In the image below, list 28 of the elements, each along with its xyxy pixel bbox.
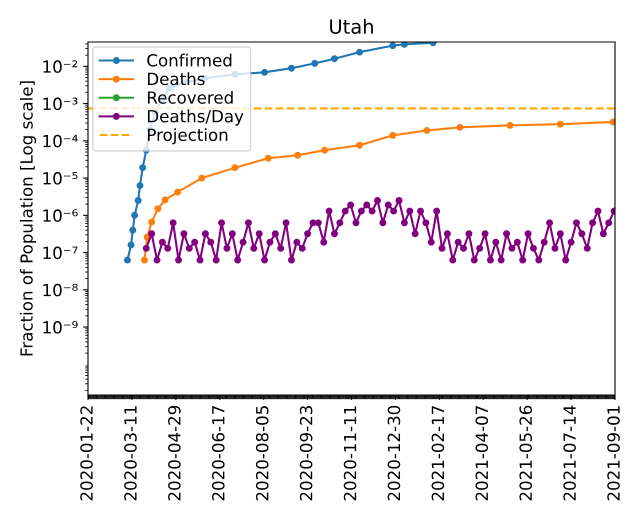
x-tick-label: 2020-12-30: [388, 406, 400, 500]
x-tick-label: 2021-05-26: [519, 406, 532, 500]
legend-label: Recovered: [148, 90, 233, 104]
x-tick-label: 2020-01-22: [80, 406, 93, 500]
x-tick-label: 2021-02-17: [432, 406, 444, 500]
legend-label: Confirmed: [147, 54, 232, 67]
y-axis-title: Fraction of Population [Log scale]: [20, 81, 36, 356]
x-tick-label: 2021-09-01: [607, 406, 620, 500]
y-tick-label: 10⁻³: [43, 98, 78, 110]
x-tick-label: 2020-03-11: [124, 406, 137, 500]
x-tick-label: 2020-09-23: [300, 406, 312, 500]
y-tick-label: 10⁻⁶: [43, 209, 78, 222]
x-tick-label: 2021-07-14: [563, 406, 576, 500]
y-tick-label: 10⁻⁷: [43, 246, 78, 260]
x-tick-label: 2021-04-07: [475, 406, 488, 500]
x-tick-label: 2020-04-29: [168, 406, 181, 500]
y-tick-label: 10⁻⁹: [43, 321, 78, 334]
chart-title: Utah: [330, 18, 373, 34]
legend-label: Projection: [148, 128, 228, 144]
x-tick-label: 2020-08-05: [256, 406, 269, 500]
legend-label: Deaths: [148, 72, 205, 86]
x-tick-label: 2020-11-11: [344, 406, 356, 500]
y-tick-label: 10⁻⁵: [43, 172, 78, 185]
y-tick-label: 10⁻²: [43, 60, 78, 73]
y-tick-label: 10⁻⁴: [43, 134, 78, 148]
y-tick-label: 10⁻⁸: [43, 284, 78, 296]
x-tick-label: 2020-06-17: [212, 406, 225, 500]
legend-label: Deaths/Day: [148, 110, 244, 126]
